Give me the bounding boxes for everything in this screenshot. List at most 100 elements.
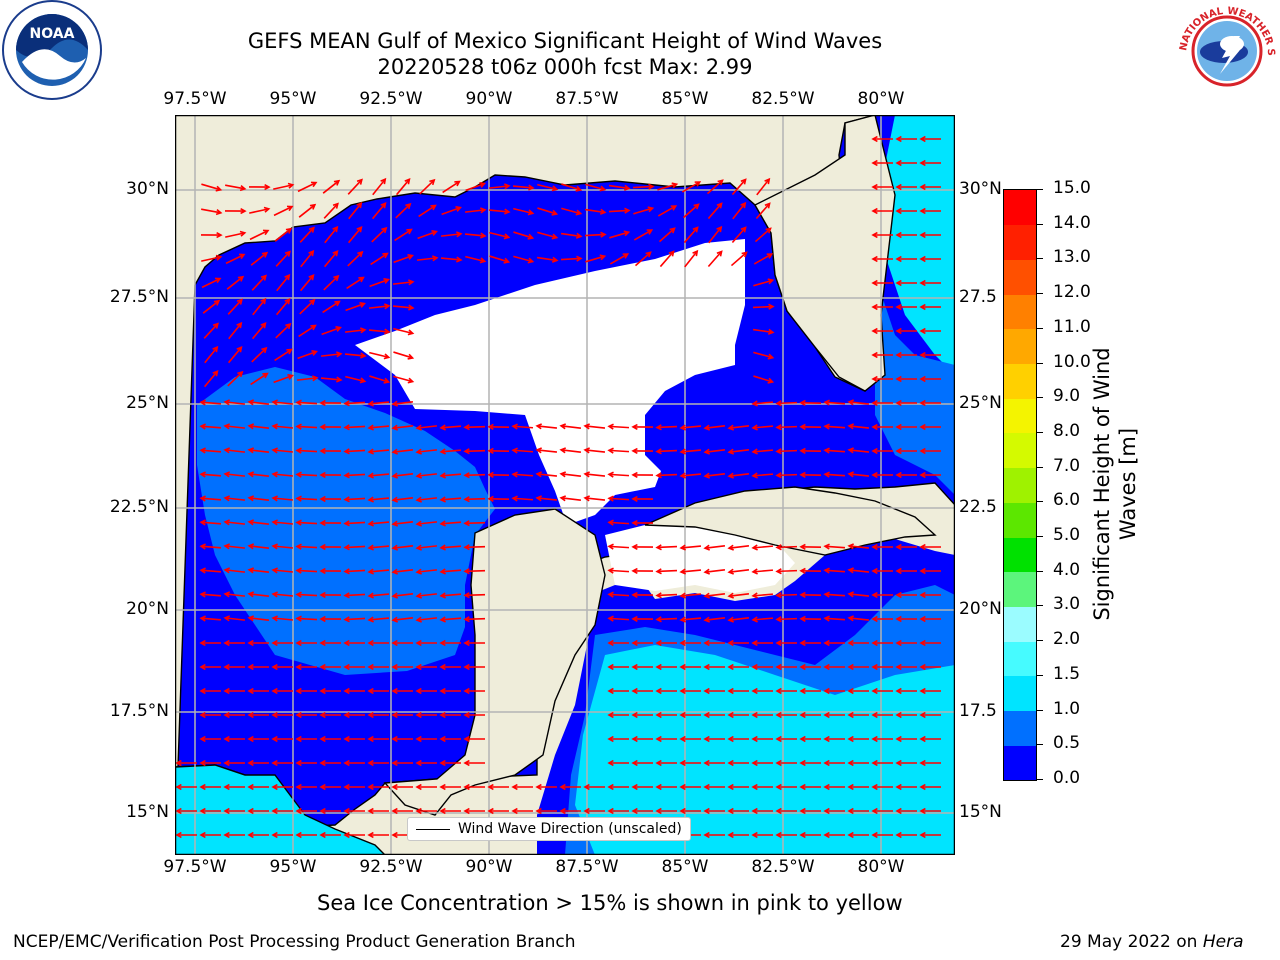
wind-wave-arrow-head [919,375,926,383]
wind-wave-arrow-head [199,807,206,815]
wind-wave-arrow-head [487,495,494,502]
wind-wave-arrow-head [703,663,710,671]
wind-wave-arrow-head [679,544,686,551]
wind-wave-arrow-head [391,544,399,551]
wind-wave-arrow-head [310,324,317,331]
wind-wave-arrow-head [895,231,902,239]
wind-wave-arrow-head [527,233,535,240]
wind-wave-arrow [228,322,242,340]
wind-wave-arrow-head [727,568,735,575]
wind-wave-arrow-head [535,495,542,502]
wind-wave-arrow-head [367,807,374,815]
wind-wave-arrow [659,250,675,268]
wind-wave-arrow-head [319,711,326,719]
wind-wave-arrow-head [285,227,293,234]
wind-wave-arrow [752,545,774,549]
wind-wave-arrow-head [391,424,399,431]
wind-wave-arrow [728,617,750,621]
wind-wave-arrow [296,449,318,453]
wind-wave-arrow-head [775,687,782,695]
wind-wave-arrow-head [871,183,878,191]
wind-wave-arrow-head [333,179,341,186]
wind-wave-arrow-head [367,711,374,719]
wind-wave-arrow-head [895,423,902,431]
colorbar-tick-mark [1036,327,1043,329]
wind-wave-arrow-head [768,303,775,310]
map-canvas [174,114,956,856]
wind-wave-arrow-head [479,182,486,188]
wind-wave-arrow-head [284,298,291,305]
wind-wave-arrow [200,401,222,405]
wind-wave-arrow [707,202,723,220]
wind-wave-arrow-head [503,257,511,264]
wind-wave-arrow-head [919,567,926,575]
wind-wave-arrow-head [199,711,206,719]
wind-wave-arrow-head [391,687,398,695]
wind-wave-arrow-head [360,327,367,334]
wind-wave-arrow-head [775,568,782,575]
wind-wave-arrow [561,183,581,191]
wind-wave-arrow [251,322,267,340]
atlantic-cyan [879,115,955,375]
wind-wave-arrow [440,425,462,429]
wind-wave-arrow-head [343,496,350,503]
wind-wave-arrow-head [655,663,662,671]
wind-wave-arrow-head [199,543,206,550]
wind-wave-arrow-head [463,568,470,575]
wind-wave-arrow [440,593,462,597]
wind-wave-arrow-head [511,447,518,454]
wind-wave-arrow-head [236,321,243,329]
wind-wave-arrow-head [319,759,326,767]
wind-wave-arrow-head [631,567,638,575]
wind-wave-arrow-head [223,735,230,743]
wind-wave-arrow [344,617,366,621]
wind-wave-arrow-head [271,399,278,406]
wind-wave-arrow-head [631,543,638,551]
wind-wave-arrow-head [439,616,446,623]
wind-wave-arrow-head [631,591,638,599]
wind-wave-arrow-head [599,254,607,261]
wind-wave-arrow-head [247,591,255,598]
wind-wave-arrow-head [799,399,806,406]
wind-wave-arrow-head [223,399,230,406]
wind-wave-arrow-head [271,615,278,622]
wind-wave-arrow [684,250,698,268]
wind-wave-arrow-head [919,351,926,359]
wind-wave-arrow-head [751,568,758,575]
wind-wave-arrow-head [271,543,278,550]
wind-wave-arrow-head [847,807,854,815]
colorbar-tick-mark [1036,744,1043,746]
wind-wave-arrow-head [583,471,590,478]
wind-wave-arrow-head [871,207,878,215]
wind-wave-arrow-head [199,519,206,526]
wind-wave-arrow-head [623,184,631,191]
wind-wave-arrow-head [559,423,567,430]
wind-wave-arrow-head [559,807,566,815]
wind-wave-arrow-head [463,496,470,503]
wind-wave-arrow-head [716,202,723,209]
wind-wave-arrow [752,305,774,309]
wind-wave-arrow [296,425,318,429]
lat-tick-label: 27.5 [959,287,997,307]
wind-wave-arrow-head [919,471,926,479]
wind-wave-arrow-head [895,615,902,623]
wind-wave-arrow-head [367,639,374,647]
colorbar-tick-label: 0.5 [1053,733,1081,754]
wind-wave-arrow [680,593,702,597]
wind-wave-arrow-head [607,759,614,767]
wind-wave-arrow [656,473,678,477]
wind-wave-arrow-head [439,759,446,767]
wind-wave-arrow-head [607,447,614,454]
wind-wave-arrow-head [463,783,470,791]
wind-wave-arrow-head [439,520,446,527]
wind-wave-arrow [512,425,534,429]
wind-wave-arrow-head [271,759,278,767]
lon-tick-label: 87.5°W [555,857,619,877]
wind-wave-arrow-head [286,348,293,355]
wind-wave-arrow-head [223,711,230,719]
wind-wave-arrow-head [871,591,878,599]
wind-wave-arrow-head [607,807,614,815]
wind-wave-arrow [513,255,533,263]
wind-wave-arrow [296,521,318,525]
wind-wave-arrow-head [679,424,686,431]
